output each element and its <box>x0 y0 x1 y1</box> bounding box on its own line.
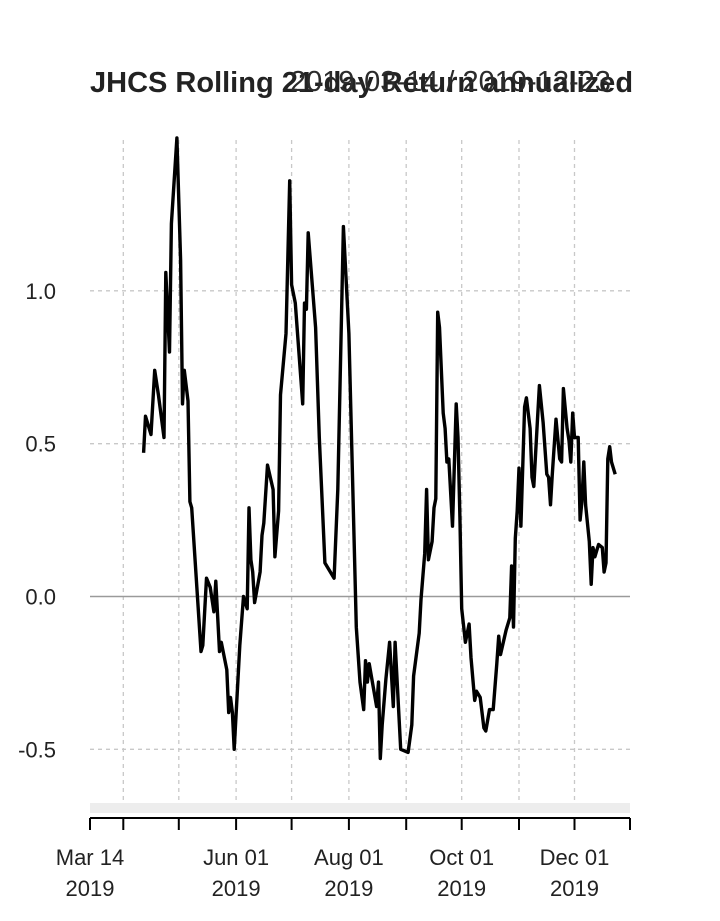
y-tick-label-0: -0.5 <box>18 737 56 762</box>
y-tick-label-2: 0.5 <box>25 432 56 457</box>
series-line-rolling-return <box>141 136 617 761</box>
x-tick-year-3: 2019 <box>437 876 486 901</box>
x-tick-label-0: Mar 14 <box>56 845 124 870</box>
y-tick-label-1: 0.0 <box>25 585 56 610</box>
x-tick-label-4: Dec 01 <box>540 845 610 870</box>
x-tick-year-2: 2019 <box>324 876 373 901</box>
chart-date-range: 2019-03-14 / 2019-12-23 <box>290 66 611 98</box>
x-tick-label-2: Aug 01 <box>314 845 384 870</box>
x-tick-label-1: Jun 01 <box>203 845 269 870</box>
y-tick-label-3: 1.0 <box>25 279 56 304</box>
chart-title: JHCS Rolling 21-day Return annualized <box>90 67 633 99</box>
x-tick-year-1: 2019 <box>212 876 261 901</box>
x-tick-year-4: 2019 <box>550 876 599 901</box>
x-tick-year-0: 2019 <box>66 876 115 901</box>
x-axis: Mar 14 2019 Jun 01 2019 Aug 01 2019 Oct 01 2019… <box>56 817 631 901</box>
y-axis-ticks: -0.5 0.0 0.5 1.0 <box>18 279 56 763</box>
x-range-strip <box>90 803 630 813</box>
x-tick-label-3: Oct 01 <box>429 845 494 870</box>
